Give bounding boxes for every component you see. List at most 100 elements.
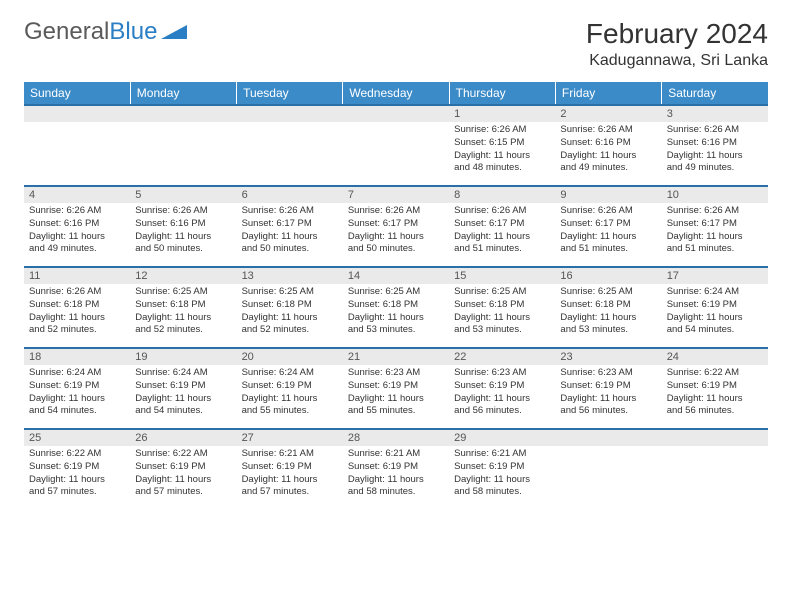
day-detail-cell <box>555 446 661 510</box>
daylight-text-1: Daylight: 11 hours <box>667 150 763 163</box>
daylight-text-2: and 53 minutes. <box>348 324 444 337</box>
day-detail-cell: Sunrise: 6:24 AMSunset: 6:19 PMDaylight:… <box>237 365 343 429</box>
day-detail-cell: Sunrise: 6:26 AMSunset: 6:16 PMDaylight:… <box>662 122 768 186</box>
day-detail-cell: Sunrise: 6:22 AMSunset: 6:19 PMDaylight:… <box>130 446 236 510</box>
sunset-text: Sunset: 6:17 PM <box>667 218 763 231</box>
sunrise-text: Sunrise: 6:26 AM <box>29 205 125 218</box>
sunset-text: Sunset: 6:15 PM <box>454 137 550 150</box>
month-title: February 2024 <box>586 18 768 50</box>
weekday-mon: Monday <box>130 82 236 105</box>
sunset-text: Sunset: 6:16 PM <box>135 218 231 231</box>
sunset-text: Sunset: 6:19 PM <box>454 380 550 393</box>
day-detail-cell: Sunrise: 6:25 AMSunset: 6:18 PMDaylight:… <box>449 284 555 348</box>
day-number-cell: 10 <box>662 186 768 203</box>
day-number-cell: 5 <box>130 186 236 203</box>
sunset-text: Sunset: 6:19 PM <box>454 461 550 474</box>
daylight-text-1: Daylight: 11 hours <box>560 231 656 244</box>
sunset-text: Sunset: 6:19 PM <box>667 380 763 393</box>
day-detail-cell: Sunrise: 6:26 AMSunset: 6:15 PMDaylight:… <box>449 122 555 186</box>
day-detail-cell: Sunrise: 6:26 AMSunset: 6:16 PMDaylight:… <box>130 203 236 267</box>
day-number-cell: 28 <box>343 429 449 446</box>
daylight-text-1: Daylight: 11 hours <box>667 312 763 325</box>
logo-text-1: General <box>24 18 109 46</box>
week-num-row: 2526272829 <box>24 429 768 446</box>
day-detail-cell: Sunrise: 6:26 AMSunset: 6:17 PMDaylight:… <box>343 203 449 267</box>
day-detail-cell: Sunrise: 6:26 AMSunset: 6:16 PMDaylight:… <box>24 203 130 267</box>
day-number-cell: 26 <box>130 429 236 446</box>
sunset-text: Sunset: 6:19 PM <box>29 461 125 474</box>
sunrise-text: Sunrise: 6:25 AM <box>560 286 656 299</box>
day-number-cell: 7 <box>343 186 449 203</box>
sunset-text: Sunset: 6:18 PM <box>560 299 656 312</box>
daylight-text-2: and 52 minutes. <box>29 324 125 337</box>
weekday-sat: Saturday <box>662 82 768 105</box>
day-detail-cell <box>24 122 130 186</box>
sunset-text: Sunset: 6:19 PM <box>135 380 231 393</box>
week-num-row: 123 <box>24 105 768 122</box>
sunrise-text: Sunrise: 6:23 AM <box>560 367 656 380</box>
daylight-text-1: Daylight: 11 hours <box>135 231 231 244</box>
daylight-text-1: Daylight: 11 hours <box>135 393 231 406</box>
week-detail-row: Sunrise: 6:26 AMSunset: 6:18 PMDaylight:… <box>24 284 768 348</box>
day-detail-cell: Sunrise: 6:23 AMSunset: 6:19 PMDaylight:… <box>449 365 555 429</box>
daylight-text-1: Daylight: 11 hours <box>135 474 231 487</box>
week-num-row: 18192021222324 <box>24 348 768 365</box>
day-number-cell <box>343 105 449 122</box>
day-number-cell: 3 <box>662 105 768 122</box>
daylight-text-1: Daylight: 11 hours <box>135 312 231 325</box>
day-number-cell: 11 <box>24 267 130 284</box>
weekday-thu: Thursday <box>449 82 555 105</box>
day-detail-cell: Sunrise: 6:22 AMSunset: 6:19 PMDaylight:… <box>662 365 768 429</box>
sunrise-text: Sunrise: 6:24 AM <box>667 286 763 299</box>
daylight-text-1: Daylight: 11 hours <box>348 474 444 487</box>
day-detail-cell: Sunrise: 6:25 AMSunset: 6:18 PMDaylight:… <box>237 284 343 348</box>
daylight-text-1: Daylight: 11 hours <box>560 393 656 406</box>
sunset-text: Sunset: 6:19 PM <box>348 461 444 474</box>
daylight-text-2: and 55 minutes. <box>242 405 338 418</box>
day-number-cell: 13 <box>237 267 343 284</box>
day-number-cell: 20 <box>237 348 343 365</box>
triangle-icon <box>161 18 187 46</box>
daylight-text-2: and 54 minutes. <box>135 405 231 418</box>
daylight-text-1: Daylight: 11 hours <box>29 312 125 325</box>
sunset-text: Sunset: 6:16 PM <box>560 137 656 150</box>
daylight-text-1: Daylight: 11 hours <box>560 312 656 325</box>
daylight-text-1: Daylight: 11 hours <box>242 393 338 406</box>
daylight-text-2: and 50 minutes. <box>135 243 231 256</box>
sunrise-text: Sunrise: 6:25 AM <box>135 286 231 299</box>
sunrise-text: Sunrise: 6:21 AM <box>348 448 444 461</box>
daylight-text-2: and 53 minutes. <box>560 324 656 337</box>
daylight-text-1: Daylight: 11 hours <box>454 393 550 406</box>
daylight-text-2: and 51 minutes. <box>454 243 550 256</box>
week-detail-row: Sunrise: 6:24 AMSunset: 6:19 PMDaylight:… <box>24 365 768 429</box>
day-number-cell: 18 <box>24 348 130 365</box>
day-detail-cell: Sunrise: 6:24 AMSunset: 6:19 PMDaylight:… <box>24 365 130 429</box>
day-number-cell: 1 <box>449 105 555 122</box>
weekday-tue: Tuesday <box>237 82 343 105</box>
daylight-text-2: and 56 minutes. <box>667 405 763 418</box>
daylight-text-1: Daylight: 11 hours <box>348 312 444 325</box>
daylight-text-1: Daylight: 11 hours <box>454 474 550 487</box>
daylight-text-2: and 55 minutes. <box>348 405 444 418</box>
sunrise-text: Sunrise: 6:26 AM <box>667 205 763 218</box>
day-number-cell: 24 <box>662 348 768 365</box>
sunset-text: Sunset: 6:18 PM <box>348 299 444 312</box>
day-number-cell: 15 <box>449 267 555 284</box>
sunrise-text: Sunrise: 6:26 AM <box>667 124 763 137</box>
daylight-text-1: Daylight: 11 hours <box>242 312 338 325</box>
daylight-text-2: and 54 minutes. <box>29 405 125 418</box>
day-number-cell: 9 <box>555 186 661 203</box>
day-number-cell: 16 <box>555 267 661 284</box>
daylight-text-1: Daylight: 11 hours <box>348 231 444 244</box>
day-detail-cell: Sunrise: 6:26 AMSunset: 6:17 PMDaylight:… <box>237 203 343 267</box>
sunset-text: Sunset: 6:18 PM <box>454 299 550 312</box>
sunset-text: Sunset: 6:19 PM <box>29 380 125 393</box>
sunset-text: Sunset: 6:18 PM <box>29 299 125 312</box>
daylight-text-1: Daylight: 11 hours <box>560 150 656 163</box>
day-number-cell: 19 <box>130 348 236 365</box>
sunrise-text: Sunrise: 6:25 AM <box>242 286 338 299</box>
calendar-table: Sunday Monday Tuesday Wednesday Thursday… <box>24 82 768 510</box>
sunrise-text: Sunrise: 6:25 AM <box>348 286 444 299</box>
daylight-text-2: and 50 minutes. <box>242 243 338 256</box>
day-detail-cell: Sunrise: 6:22 AMSunset: 6:19 PMDaylight:… <box>24 446 130 510</box>
